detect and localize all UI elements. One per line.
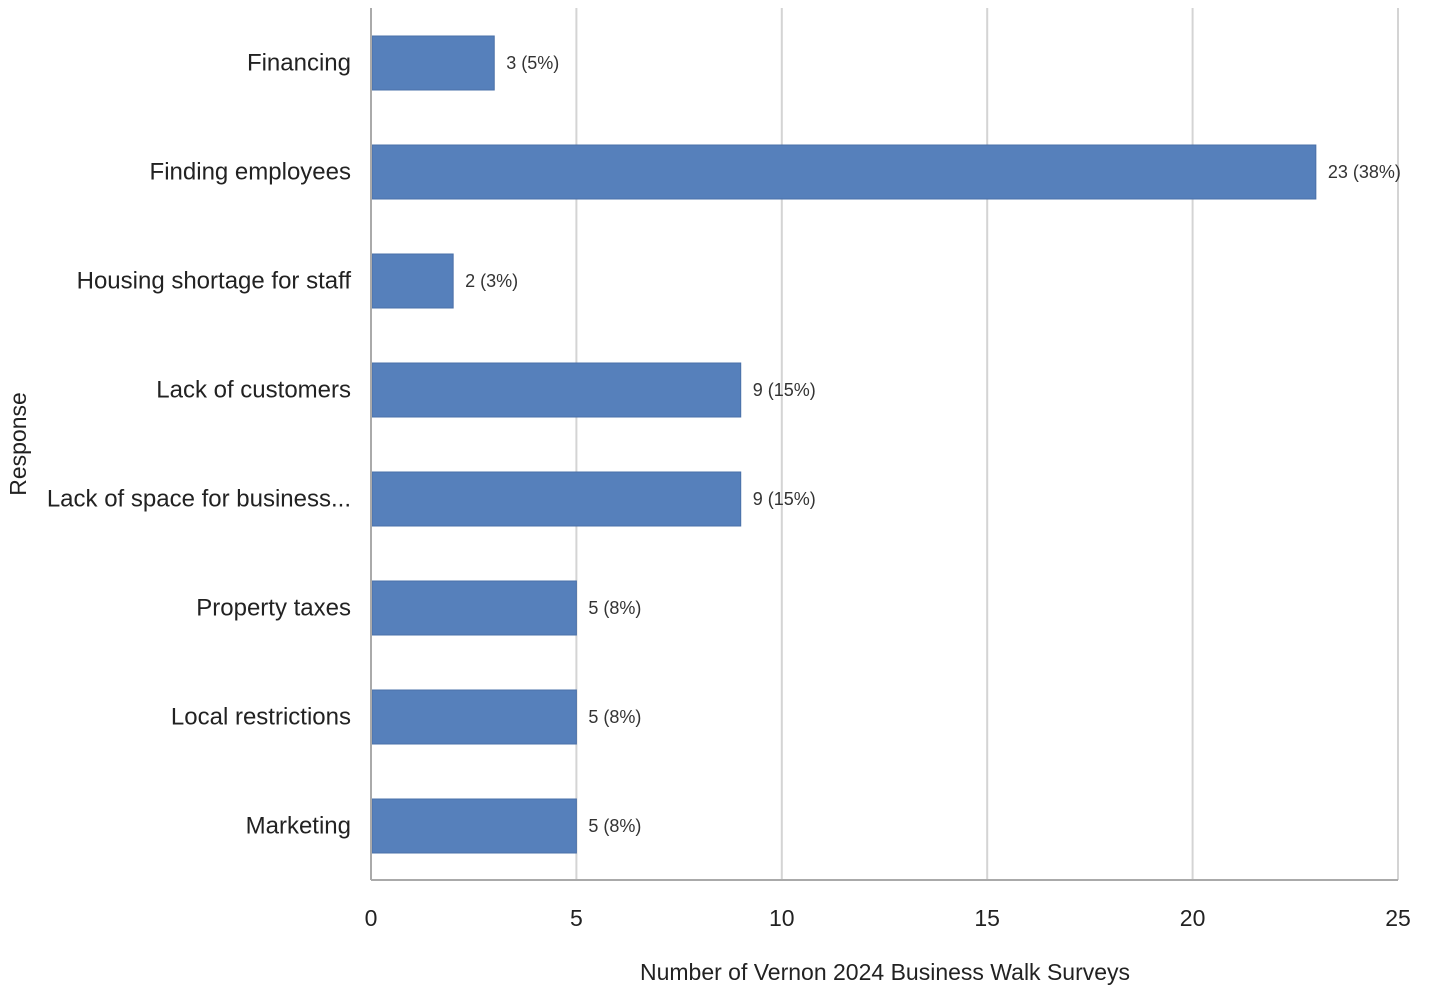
x-tick-label-5: 5 bbox=[570, 905, 583, 931]
x-tick-label-15: 15 bbox=[974, 905, 1000, 931]
bar-7 bbox=[371, 798, 577, 854]
data-label-2: 2 (3%) bbox=[465, 271, 518, 291]
bar-2 bbox=[371, 253, 454, 309]
x-tick-label-25: 25 bbox=[1385, 905, 1411, 931]
category-label-5: Property taxes bbox=[196, 595, 351, 622]
bar-1 bbox=[371, 144, 1317, 200]
data-label-0: 3 (5%) bbox=[506, 53, 559, 73]
data-label-3: 9 (15%) bbox=[753, 380, 816, 400]
x-axis-title: Number of Vernon 2024 Business Walk Surv… bbox=[640, 959, 1130, 985]
category-label-6: Local restrictions bbox=[171, 704, 351, 731]
data-label-6: 5 (8%) bbox=[588, 707, 641, 727]
data-label-1: 23 (38%) bbox=[1328, 162, 1401, 182]
bar-3 bbox=[371, 362, 742, 418]
category-label-4: Lack of space for business... bbox=[47, 486, 351, 513]
bars bbox=[371, 35, 1317, 854]
axes bbox=[370, 8, 1398, 881]
data-label-4: 9 (15%) bbox=[753, 489, 816, 509]
bar-0 bbox=[371, 35, 495, 91]
x-tick-label-20: 20 bbox=[1180, 905, 1206, 931]
category-label-0: Financing bbox=[247, 50, 351, 77]
category-label-2: Housing shortage for staff bbox=[77, 268, 352, 295]
category-label-3: Lack of customers bbox=[156, 377, 351, 404]
bar-4 bbox=[371, 471, 742, 527]
y-axis-title: Response bbox=[5, 392, 31, 496]
data-label-5: 5 (8%) bbox=[588, 598, 641, 618]
bar-5 bbox=[371, 580, 577, 636]
data-labels: 3 (5%) 23 (38%) 2 (3%) 9 (15%) 9 (15%) 5 (8%)… bbox=[465, 53, 1401, 836]
gridlines bbox=[575, 8, 1399, 880]
category-labels: Financing Finding employees Housing shorta… bbox=[47, 50, 351, 840]
category-label-7: Marketing bbox=[246, 813, 351, 840]
x-tick-label-10: 10 bbox=[769, 905, 795, 931]
x-tick-label-0: 0 bbox=[365, 905, 378, 931]
x-tick-labels: 0 5 10 15 20 25 bbox=[365, 905, 1411, 931]
category-label-1: Finding employees bbox=[150, 159, 351, 186]
data-label-7: 5 (8%) bbox=[588, 816, 641, 836]
bar-6 bbox=[371, 689, 577, 745]
